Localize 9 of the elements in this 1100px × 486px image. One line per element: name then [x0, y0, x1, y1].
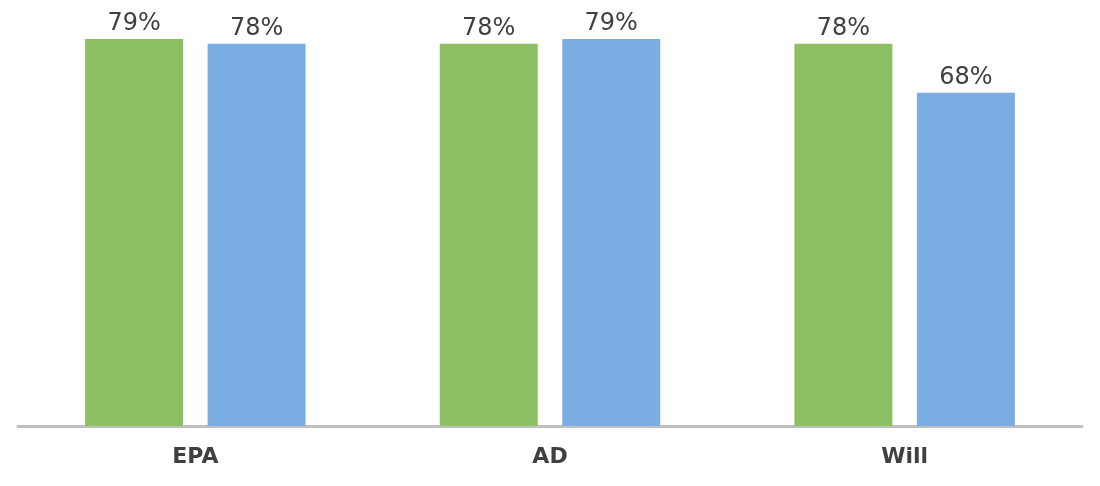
data-label: 78%: [816, 12, 871, 41]
data-label: 78%: [462, 12, 516, 41]
x-tick-label: Will: [881, 442, 929, 468]
x-tick-label: AD: [532, 442, 568, 468]
x-tick-label: EPA: [172, 442, 219, 468]
data-label: 79%: [584, 7, 638, 36]
data-label: 68%: [939, 61, 993, 90]
data-label: 78%: [229, 12, 284, 41]
data-label: 79%: [107, 7, 161, 36]
